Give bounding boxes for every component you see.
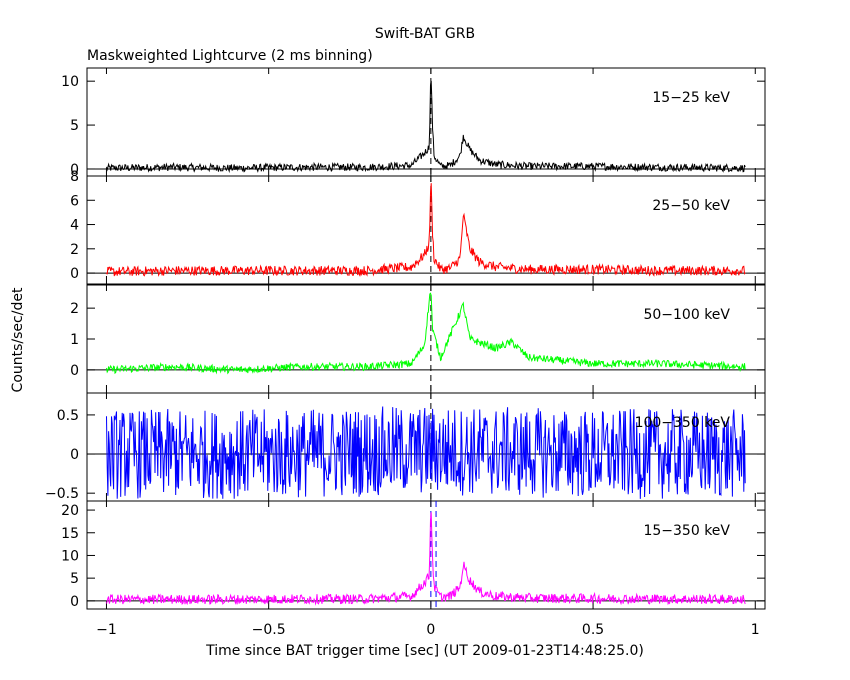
series-5 [106,512,746,606]
ytick-label-4-0: −0.5 [45,486,79,502]
series-4 [106,406,746,499]
band-label-2: 25−50 keV [652,198,730,214]
xtick-label-0: −1 [96,622,117,638]
band-label-3: 50−100 keV [643,307,730,323]
panel-frame-2 [86,175,766,285]
xtick-label-4: 1 [751,622,760,638]
ytick-label-2-1: 2 [70,242,79,258]
ytick-label-4-1: 0 [70,447,79,463]
ytick-label-2-4: 8 [70,169,79,185]
series-2 [106,183,746,278]
panel-frame-4 [86,392,766,502]
band-label-1: 15−25 keV [652,90,730,106]
ytick-label-5-2: 10 [61,548,79,564]
ytick-label-2-2: 4 [70,218,79,234]
y-axis-label: Counts/sec/det [10,287,26,392]
xtick-label-2: 0 [426,622,435,638]
ytick-label-3-1: 1 [70,332,79,348]
series-1 [106,80,746,174]
xtick-label-1: −0.5 [252,622,286,638]
ytick-label-5-1: 5 [70,571,79,587]
panel-frame-1 [86,67,766,177]
figure-subtitle: Maskweighted Lightcurve (2 ms binning) [87,48,373,64]
panel-frame-5 [86,500,766,610]
ytick-label-2-0: 0 [70,266,79,282]
ytick-label-3-0: 0 [70,363,79,379]
band-label-5: 15−350 keV [643,523,730,539]
ytick-label-5-4: 20 [61,503,79,519]
xtick-label-3: 0.5 [582,622,604,638]
ytick-label-1-2: 10 [61,74,79,90]
ytick-label-5-0: 0 [70,594,79,610]
ytick-label-1-1: 5 [70,118,79,134]
ytick-label-3-2: 2 [70,301,79,317]
series-3 [106,292,746,375]
ytick-label-5-3: 15 [61,526,79,542]
ytick-label-4-2: 0.5 [57,408,79,424]
x-axis-label: Time since BAT trigger time [sec] (UT 20… [205,643,644,659]
ytick-label-2-3: 6 [70,193,79,209]
band-label-4: 100−350 keV [635,415,731,431]
figure-title: Swift-BAT GRB [375,26,475,42]
panel-frame-3 [86,284,766,394]
ytick-label-1-0: 0 [70,162,79,178]
